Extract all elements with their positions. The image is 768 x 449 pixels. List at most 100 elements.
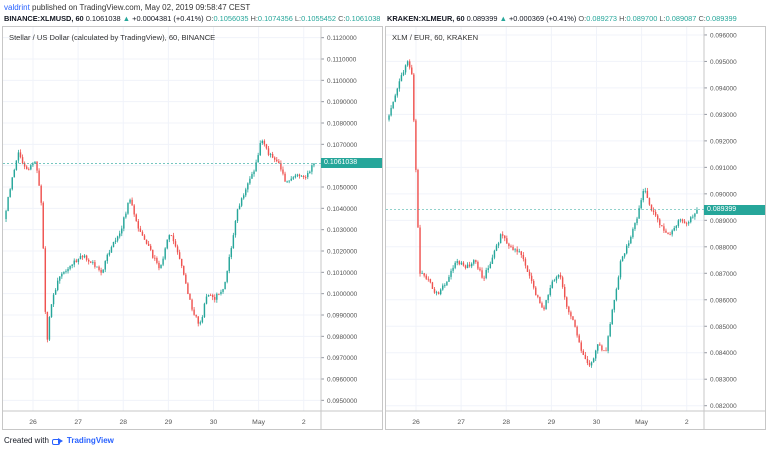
candle-body — [247, 183, 249, 190]
tradingview-brand-link[interactable]: TradingView — [66, 436, 114, 445]
candle-body — [9, 189, 11, 197]
candle-body — [187, 283, 189, 294]
left-chart-panel[interactable]: 0.1120000 0.1110000 0.1100000 0.1090000 0.10… — [2, 26, 383, 430]
candle-body — [504, 235, 506, 239]
candle-body — [81, 256, 84, 258]
y-tick-label: 0.1090000 — [327, 99, 358, 106]
candle-body — [468, 264, 471, 267]
right-chart-panel[interactable]: 0.096000 0.095000 0.094000 0.093000 0.092000… — [385, 26, 766, 430]
candle-body — [73, 260, 75, 265]
candle-body — [5, 210, 7, 219]
candle-body — [276, 159, 278, 162]
candle-body — [661, 225, 663, 227]
candle-body — [180, 258, 183, 266]
candle-body — [685, 223, 688, 225]
left-last-price: 0.1061038 — [85, 14, 121, 23]
candle-body — [520, 251, 523, 255]
y-tick-label: 0.087000 — [710, 271, 737, 278]
candle-body — [309, 171, 311, 174]
candle-body — [104, 261, 106, 270]
candle-body — [561, 277, 564, 287]
published-text: published on TradingView.com, May 02, 20… — [32, 3, 251, 12]
candle-body — [607, 336, 609, 351]
candle-body — [435, 292, 438, 294]
candle-body — [50, 304, 53, 318]
right-chart-svg[interactable]: 0.096000 0.095000 0.094000 0.093000 0.092000… — [386, 27, 766, 430]
candle-body — [621, 256, 624, 262]
candle-body — [390, 108, 392, 116]
tradingview-logo-icon[interactable] — [51, 437, 64, 445]
author-link[interactable]: valdrint — [4, 3, 30, 12]
left-up-arrow-icon: ▲ — [122, 14, 131, 23]
candle-body — [79, 256, 82, 260]
candle-body — [160, 264, 162, 269]
candle-body — [431, 282, 434, 289]
left-symbol-bar: BINANCE:XLMUSD, 60 0.1061038 ▲ +0.000438… — [4, 14, 380, 25]
candle-body — [207, 294, 210, 297]
candle-body — [123, 217, 125, 229]
x-tick-label: 2 — [302, 419, 306, 426]
candle-body — [572, 316, 574, 321]
candle-body — [592, 358, 595, 363]
candle-body — [394, 95, 396, 102]
candle-body — [528, 271, 531, 276]
candle-body — [506, 238, 508, 244]
candle-body — [392, 101, 394, 109]
y-tick-label: 0.092000 — [710, 138, 737, 145]
right-h-value: 0.089700 — [626, 14, 658, 23]
candle-body — [580, 342, 582, 351]
candle-body — [13, 169, 16, 178]
right-symbol: KRAKEN:XLMEUR, 60 — [387, 14, 465, 23]
candle-body — [485, 269, 487, 278]
candle-body — [642, 191, 644, 201]
candle-body — [110, 247, 113, 253]
candle-body — [290, 178, 292, 181]
candle-body — [541, 303, 543, 308]
x-tick-label: 30 — [593, 419, 601, 426]
candle-body — [597, 344, 599, 351]
candle-body — [590, 362, 593, 366]
candle-body — [108, 252, 111, 255]
candle-body — [34, 161, 36, 164]
candle-body — [7, 196, 9, 211]
candle-body — [411, 67, 413, 75]
right-o-value: 0.089273 — [586, 14, 618, 23]
candle-body — [458, 261, 461, 265]
candle-body — [396, 88, 399, 96]
candle-body — [166, 239, 168, 249]
candle-body — [63, 272, 65, 274]
candle-body — [185, 274, 187, 284]
y-tick-label: 0.0950000 — [327, 398, 358, 405]
candle-body — [220, 291, 222, 294]
candle-body — [199, 322, 202, 324]
candle-body — [23, 163, 26, 167]
candle-body — [40, 185, 42, 203]
left-chart-svg[interactable]: 0.1120000 0.1110000 0.1100000 0.1090000 0.10… — [3, 27, 383, 430]
candle-body — [454, 262, 456, 268]
candle-body — [444, 285, 446, 286]
candle-body — [415, 120, 417, 170]
right-last-price: 0.089399 — [466, 14, 498, 23]
candle-body — [286, 181, 288, 183]
candle-body — [273, 157, 276, 160]
candle-body — [566, 297, 568, 307]
candle-body — [584, 354, 587, 360]
candle-body — [421, 273, 423, 274]
y-tick-label: 0.0960000 — [327, 377, 358, 384]
candle-body — [537, 295, 539, 297]
candle-body — [203, 303, 206, 318]
candle-body — [483, 277, 485, 279]
candle-body — [404, 65, 407, 73]
candle-body — [170, 235, 173, 236]
candle-body — [294, 175, 297, 178]
x-tick-label: 26 — [29, 419, 37, 426]
candle-body — [11, 177, 13, 190]
candle-body — [19, 152, 22, 158]
candle-body — [176, 246, 179, 253]
candle-body — [209, 294, 212, 296]
right-symbol-bar: KRAKEN:XLMEUR, 60 0.089399 ▲ +0.000369 (… — [387, 14, 737, 25]
y-tick-label: 0.096000 — [710, 32, 737, 39]
candle-body — [106, 254, 109, 262]
candle-body — [543, 307, 545, 310]
right-o-label: O: — [578, 14, 587, 23]
